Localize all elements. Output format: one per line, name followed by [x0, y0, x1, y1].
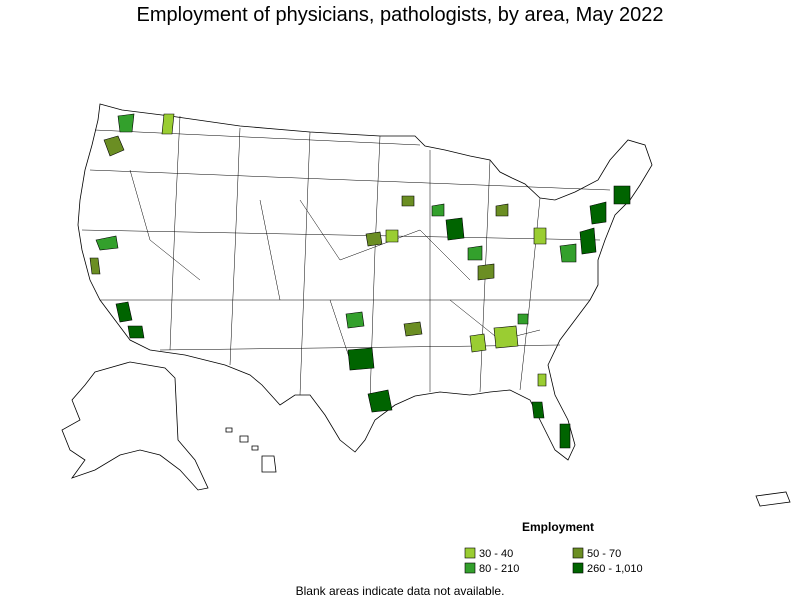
- area: [347, 347, 375, 371]
- area: [559, 243, 577, 263]
- area: [385, 229, 399, 243]
- legend-label: 260 - 1,010: [587, 563, 643, 575]
- area: [613, 185, 631, 205]
- legend-title: Employment: [522, 520, 594, 534]
- area: [367, 389, 393, 413]
- legend-label: 50 - 70: [587, 548, 621, 560]
- area: [431, 203, 445, 217]
- legend-swatch: [572, 562, 584, 574]
- area: [103, 135, 125, 157]
- area: [161, 113, 175, 135]
- area: [365, 231, 383, 247]
- legend-label: 80 - 210: [479, 563, 519, 575]
- area: [127, 325, 145, 339]
- legend: Employment 30 - 40 50 - 70 80 - 210 260 - 1…: [464, 520, 643, 575]
- area: [579, 227, 597, 255]
- area: [115, 301, 133, 323]
- puerto-rico-outline: [755, 491, 791, 507]
- area: [537, 373, 547, 387]
- legend-swatch: [464, 562, 476, 574]
- area: [531, 401, 545, 419]
- us-outline: [77, 103, 653, 461]
- legend-items: 30 - 40 50 - 70 80 - 210 260 - 1,010: [464, 547, 643, 575]
- area: [345, 311, 365, 329]
- area: [89, 257, 101, 275]
- legend-swatch: [464, 547, 476, 559]
- legend-swatch: [572, 547, 584, 559]
- hawaii-outline: [225, 427, 277, 473]
- area: [95, 235, 119, 251]
- area: [589, 201, 607, 225]
- area: [401, 195, 415, 207]
- legend-label: 30 - 40: [479, 548, 513, 560]
- area: [445, 217, 465, 241]
- area: [403, 321, 423, 337]
- alaska-outline: [61, 361, 209, 491]
- area: [467, 245, 483, 261]
- area-boundaries: [81, 115, 611, 401]
- area: [117, 113, 135, 133]
- area: [533, 227, 547, 245]
- shaded-areas: [89, 113, 631, 449]
- footnote: Blank areas indicate data not available.: [296, 584, 505, 598]
- area: [559, 423, 571, 449]
- area: [493, 325, 519, 349]
- area: [477, 263, 495, 281]
- map-title: Employment of physicians, pathologists, …: [137, 4, 664, 26]
- area: [469, 333, 487, 353]
- area: [517, 313, 529, 325]
- area: [495, 203, 509, 217]
